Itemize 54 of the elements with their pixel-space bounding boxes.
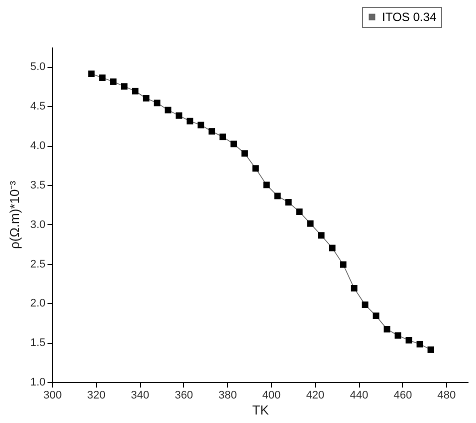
y-axis-title: ρ(Ω.m)*10⁻³ <box>7 180 22 250</box>
point <box>230 140 237 148</box>
point <box>307 220 314 227</box>
point <box>208 128 216 135</box>
point <box>362 302 368 308</box>
y-tick-label: 3.0 <box>30 218 46 231</box>
point <box>176 112 182 119</box>
x-tick-label: 360 <box>174 390 194 402</box>
y-tick-label: 4.0 <box>30 140 46 152</box>
point <box>406 336 412 344</box>
x-tick-label: 420 <box>306 390 324 402</box>
point <box>220 134 226 140</box>
point <box>186 118 194 124</box>
x-tick-label: 320 <box>87 390 106 402</box>
point <box>99 74 106 81</box>
point <box>142 94 150 102</box>
point <box>318 232 325 239</box>
y-tick-label: 1.0 <box>30 376 46 388</box>
point <box>394 332 402 339</box>
y-tick-label: 4.5 <box>30 100 46 113</box>
point <box>132 88 138 94</box>
point <box>274 192 281 200</box>
legend-label: ITOS 0.34 <box>382 10 437 24</box>
x-axis-title: TK <box>252 402 270 418</box>
point <box>110 78 117 85</box>
point <box>329 244 336 252</box>
y-tick-label: 2.0 <box>30 298 46 310</box>
y-tick-label: 1.5 <box>30 337 46 350</box>
point <box>121 83 128 90</box>
point <box>350 284 358 292</box>
point <box>154 100 160 106</box>
point <box>340 261 346 268</box>
point <box>285 199 292 206</box>
point <box>252 165 259 172</box>
point <box>88 70 95 78</box>
x-tick-label: 460 <box>394 390 412 402</box>
point <box>296 208 303 215</box>
point <box>416 340 424 348</box>
point <box>198 122 204 128</box>
x-tick-label: 440 <box>350 390 368 402</box>
x-tick-label: 300 <box>43 390 62 402</box>
point <box>372 312 380 320</box>
point <box>263 182 270 188</box>
point <box>384 326 390 332</box>
x-tick-label: 480 <box>437 390 456 402</box>
y-tick-label: 5.0 <box>30 61 46 74</box>
point <box>241 150 248 157</box>
y-tick-label: 2.5 <box>30 258 46 270</box>
x-tick-label: 400 <box>262 390 281 402</box>
x-tick-label: 380 <box>218 390 237 402</box>
point <box>164 106 172 114</box>
y-tick-label: 3.5 <box>30 179 46 192</box>
point <box>428 346 434 353</box>
x-tick-label: 340 <box>130 390 150 402</box>
